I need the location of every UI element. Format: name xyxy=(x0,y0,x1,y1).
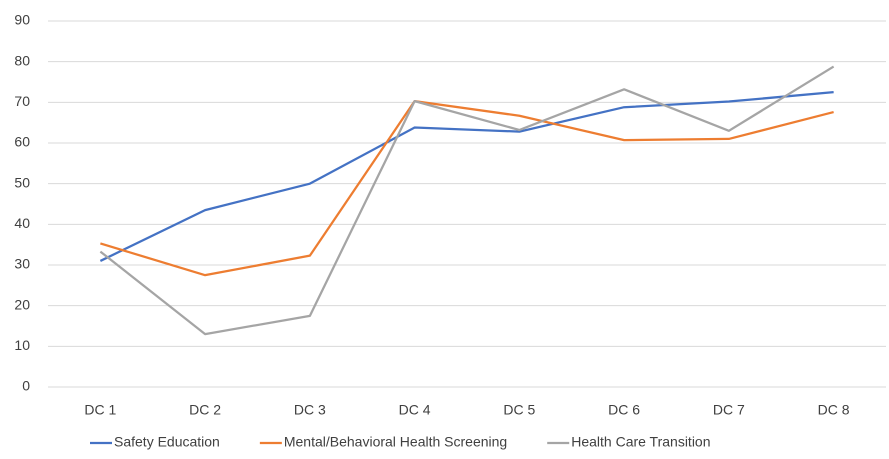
x-tick-label: DC 4 xyxy=(399,402,431,418)
y-tick-label: 60 xyxy=(14,134,30,150)
y-tick-label: 0 xyxy=(22,378,30,394)
legend-label: Safety Education xyxy=(114,434,220,450)
y-tick-label: 90 xyxy=(14,12,30,28)
x-tick-label: DC 3 xyxy=(294,402,326,418)
x-tick-label: DC 2 xyxy=(189,402,221,418)
series-line xyxy=(99,91,834,262)
y-tick-label: 80 xyxy=(14,52,30,68)
y-tick-label: 10 xyxy=(14,337,30,353)
series-line xyxy=(100,99,834,277)
y-tick-label: 50 xyxy=(14,174,30,190)
legend-label: Health Care Transition xyxy=(571,434,710,450)
y-tick-label: 70 xyxy=(14,93,30,109)
y-tick-label: 40 xyxy=(14,215,30,231)
x-tick-label: DC 8 xyxy=(818,402,850,418)
x-tick-label: DC 5 xyxy=(503,402,535,418)
legend-label: Mental/Behavioral Health Screening xyxy=(284,434,507,450)
series-line xyxy=(99,65,835,336)
y-tick-label: 20 xyxy=(14,296,30,312)
x-tick-label: DC 1 xyxy=(84,402,116,418)
x-tick-label: DC 7 xyxy=(713,402,745,418)
y-tick-label: 30 xyxy=(14,256,30,272)
x-tick-label: DC 6 xyxy=(608,402,640,418)
